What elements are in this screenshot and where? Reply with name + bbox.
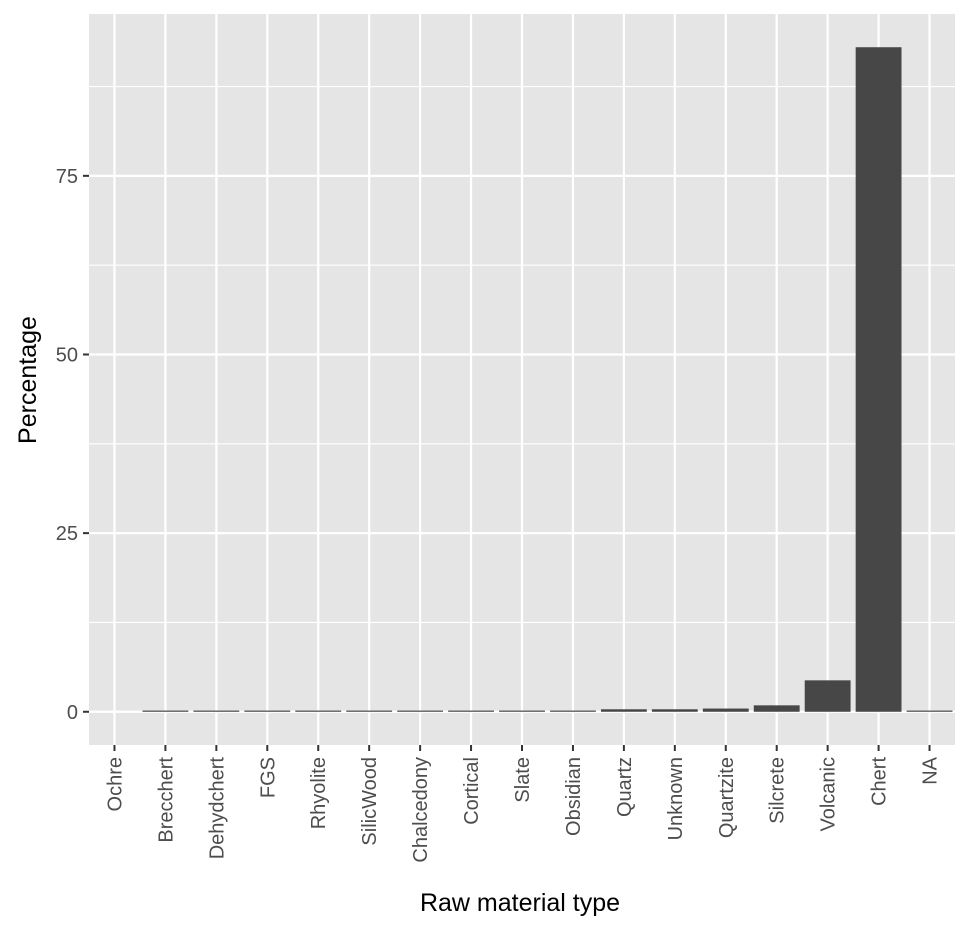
x-tick-label: FGS [257,757,279,798]
x-tick-label: NA [920,756,942,784]
y-tick-label: 75 [56,166,78,188]
x-tick-label: Brecchert [155,757,177,843]
y-axis: 0 25 50 75 [56,166,89,724]
x-tick-label: Chert [869,757,891,806]
bar-rhyolite [295,710,342,712]
bar-obsidian [550,710,596,712]
y-tick-label: 0 [67,702,78,724]
x-tick-label: Volcanic [818,757,840,832]
grid-major [89,14,955,745]
bar-quartzite [702,708,749,712]
bar-dehydchert [193,710,240,712]
bar-quartz [600,709,647,712]
x-tick-label: Quartzite [716,757,738,838]
bar-brecchert [142,710,189,712]
y-tick-label: 50 [56,344,78,366]
bar-cortical [448,710,494,712]
x-tick-label: Cortical [461,757,483,825]
x-tick-label: Ochre [104,757,126,811]
bar-chert [855,47,902,712]
x-tick-label: Quartz [614,757,636,817]
bar-slate [499,710,545,712]
x-axis: Ochre Brecchert Dehydchert FGS Rhyolite Silic… [104,745,942,863]
bar-na [906,710,953,712]
x-tick-label: SilicWood [359,757,381,846]
bar-fgs [244,710,291,712]
bars [142,47,953,712]
y-axis-title: Percentage [14,316,42,444]
x-tick-label: Chalcedony [410,757,432,863]
bar-volcanic [804,680,851,712]
bar-silicwood [346,710,393,712]
x-axis-title: Raw material type [420,889,620,917]
bar-unknown [651,709,698,712]
x-tick-label: Slate [512,757,534,803]
x-tick-label: Dehydchert [206,757,228,860]
x-tick-label: Rhyolite [308,757,330,829]
x-tick-label: Silcrete [767,757,789,824]
bar-chalcedony [397,710,444,712]
bar-silcrete [753,705,800,712]
x-tick-label: Unknown [665,757,687,840]
x-tick-label: Obsidian [563,757,585,836]
y-tick-label: 25 [56,523,78,545]
